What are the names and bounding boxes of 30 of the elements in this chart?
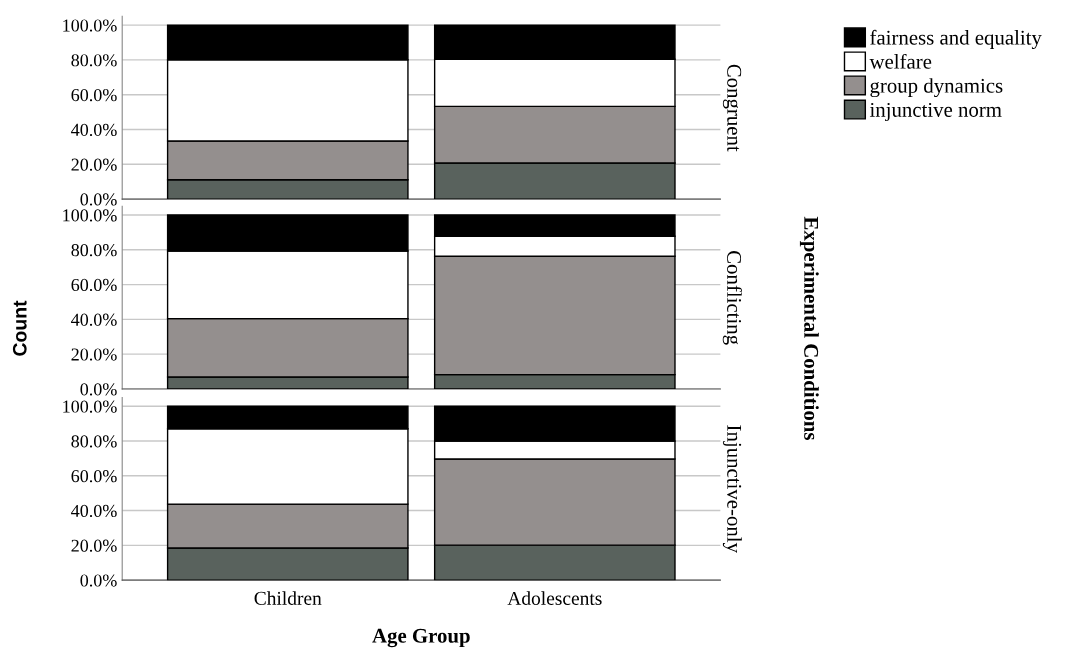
y-tick-label: 0.0% [80, 193, 117, 206]
y-axis-title: Count [12, 300, 27, 356]
y-tick-label: 80.0% [71, 435, 117, 448]
legend-label: welfare [869, 53, 932, 69]
y-tick-label: 100.0% [63, 19, 117, 32]
y-tick-label: 60.0% [71, 88, 117, 102]
legend-label: fairness and equality [870, 29, 1042, 49]
y-tick-label: 100.0% [63, 400, 117, 413]
y-tick-label: 40.0% [71, 313, 117, 326]
y-tick-label: 80.0% [71, 244, 117, 257]
legend-label: group dynamics [870, 78, 1003, 98]
text: Conflicting [722, 251, 742, 345]
y-tick-label: 40.0% [71, 123, 117, 137]
y-tick-label: 80.0% [71, 54, 117, 67]
y-tick-label: 100.0% [63, 209, 117, 222]
text: Congruent [722, 64, 742, 152]
y-tick-label: 60.0% [71, 278, 117, 292]
y-tick-label: 40.0% [71, 504, 117, 518]
x-axis-title: Age Group [372, 628, 470, 648]
x-tick-label: Children [254, 591, 322, 605]
y-tick-label: 0.0% [80, 383, 117, 396]
text: Injunctive-only [722, 425, 742, 553]
y-tick-label: 0.0% [80, 574, 117, 587]
legend-label: injunctive norm [869, 102, 1002, 122]
y-tick-label: 20.0% [71, 348, 117, 361]
y-tick-label: 20.0% [71, 539, 117, 552]
y-tick-label: 60.0% [71, 470, 117, 483]
y2-axis-title: Experimental Conditions [799, 216, 819, 440]
x-tick-label: Adolescents [507, 591, 602, 605]
y-tick-label: 20.0% [71, 158, 117, 171]
